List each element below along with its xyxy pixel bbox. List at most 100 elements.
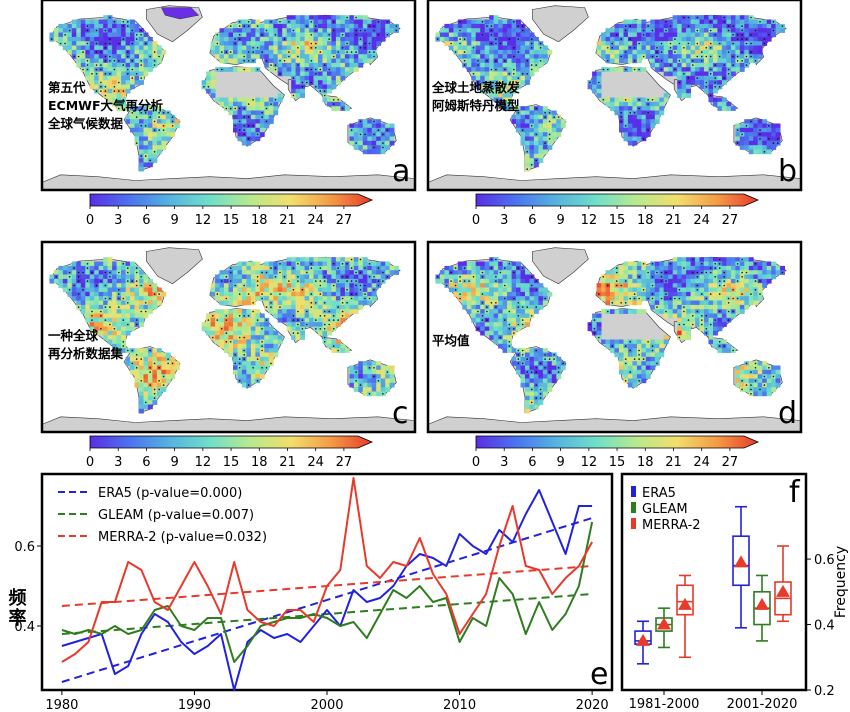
map-cell bbox=[520, 45, 526, 51]
map-cell bbox=[76, 49, 82, 55]
map-cell bbox=[672, 28, 678, 33]
map-cell bbox=[327, 54, 332, 59]
map-cell bbox=[726, 257, 732, 262]
map-cell bbox=[471, 32, 477, 38]
map-cell bbox=[708, 313, 714, 319]
map-cell bbox=[717, 97, 723, 103]
map-cell bbox=[601, 296, 606, 301]
map-cell bbox=[502, 23, 508, 29]
landmass-greenland bbox=[532, 247, 589, 285]
map-cell bbox=[627, 274, 633, 280]
map-cell bbox=[156, 145, 162, 150]
map-cell bbox=[636, 58, 642, 64]
map-cell bbox=[98, 270, 104, 275]
map-cell bbox=[704, 274, 709, 280]
map-cell bbox=[237, 278, 243, 284]
map-cell bbox=[389, 132, 395, 137]
map-cell bbox=[282, 41, 288, 46]
significance-dot bbox=[153, 397, 156, 399]
map-cell bbox=[475, 283, 481, 288]
significance-dot bbox=[350, 267, 353, 269]
map-cell bbox=[219, 343, 225, 349]
map-cell bbox=[130, 114, 135, 120]
map-cell bbox=[273, 300, 279, 306]
significance-dot bbox=[243, 107, 245, 110]
map-cell bbox=[376, 119, 382, 124]
significance-dot bbox=[355, 142, 357, 144]
map-cell bbox=[632, 309, 638, 314]
map-cell bbox=[457, 23, 463, 29]
map-cell bbox=[489, 45, 495, 51]
map-cell bbox=[489, 304, 495, 310]
map-cell bbox=[246, 67, 252, 72]
significance-dot bbox=[109, 73, 111, 75]
map-cell bbox=[721, 106, 727, 111]
map-cell bbox=[134, 119, 140, 124]
map-cell bbox=[116, 75, 122, 81]
map-cell bbox=[457, 32, 463, 38]
map-cell bbox=[147, 287, 153, 293]
map-cell bbox=[344, 45, 350, 51]
map-cell bbox=[466, 49, 472, 55]
map-cell bbox=[726, 304, 732, 310]
map-cell bbox=[130, 287, 135, 293]
map-cell bbox=[237, 45, 243, 51]
map-cell bbox=[259, 287, 265, 293]
map-cell bbox=[62, 265, 68, 271]
map-cell bbox=[538, 114, 544, 120]
map-cell bbox=[322, 261, 328, 267]
map-cell bbox=[327, 270, 332, 275]
map-cell bbox=[484, 32, 490, 38]
map-cell bbox=[130, 283, 135, 288]
map-cell bbox=[367, 149, 373, 155]
map-cell bbox=[206, 71, 211, 77]
map-cell bbox=[143, 348, 149, 353]
significance-dot bbox=[346, 280, 348, 282]
map-cell bbox=[484, 313, 490, 319]
map-cell bbox=[367, 283, 373, 288]
significance-dot bbox=[319, 328, 322, 330]
map-cell bbox=[453, 28, 459, 33]
map-cell bbox=[152, 352, 158, 358]
map-cell bbox=[713, 19, 718, 25]
map-cell bbox=[241, 261, 247, 267]
map-cell bbox=[300, 62, 305, 68]
map-cell bbox=[125, 45, 131, 51]
map-cell bbox=[529, 132, 535, 137]
map-cell bbox=[762, 278, 768, 284]
significance-dot bbox=[346, 276, 348, 278]
map-cell bbox=[112, 270, 117, 275]
map-cell bbox=[371, 140, 377, 146]
map-cell bbox=[89, 322, 95, 327]
map-cell bbox=[327, 62, 332, 68]
map-cell bbox=[62, 283, 68, 288]
map-cell bbox=[677, 304, 683, 310]
map-cell bbox=[89, 41, 95, 46]
map-cell bbox=[134, 136, 140, 142]
map-cell bbox=[681, 49, 687, 55]
map-cell bbox=[98, 274, 104, 280]
map-cell bbox=[690, 71, 696, 77]
map-cell bbox=[466, 36, 472, 42]
map-cell bbox=[748, 36, 754, 42]
map-cell bbox=[502, 101, 508, 107]
map-cell bbox=[134, 348, 140, 353]
map-cell bbox=[730, 28, 736, 33]
map-cell bbox=[282, 32, 288, 38]
map-cell bbox=[134, 62, 140, 68]
map-cell bbox=[139, 296, 144, 301]
map-cell bbox=[273, 339, 279, 345]
significance-dot bbox=[315, 328, 317, 330]
map-cell bbox=[462, 283, 468, 288]
map-cell bbox=[367, 28, 373, 33]
map-cell bbox=[511, 75, 517, 81]
map-cell bbox=[147, 378, 153, 384]
map-cell bbox=[331, 106, 337, 111]
map-cell bbox=[94, 274, 100, 280]
significance-dot bbox=[68, 276, 71, 278]
map-cell bbox=[76, 28, 82, 33]
map-cell bbox=[371, 261, 377, 267]
map-cell bbox=[466, 304, 472, 310]
map-cell bbox=[362, 391, 368, 397]
significance-dot bbox=[77, 271, 80, 274]
